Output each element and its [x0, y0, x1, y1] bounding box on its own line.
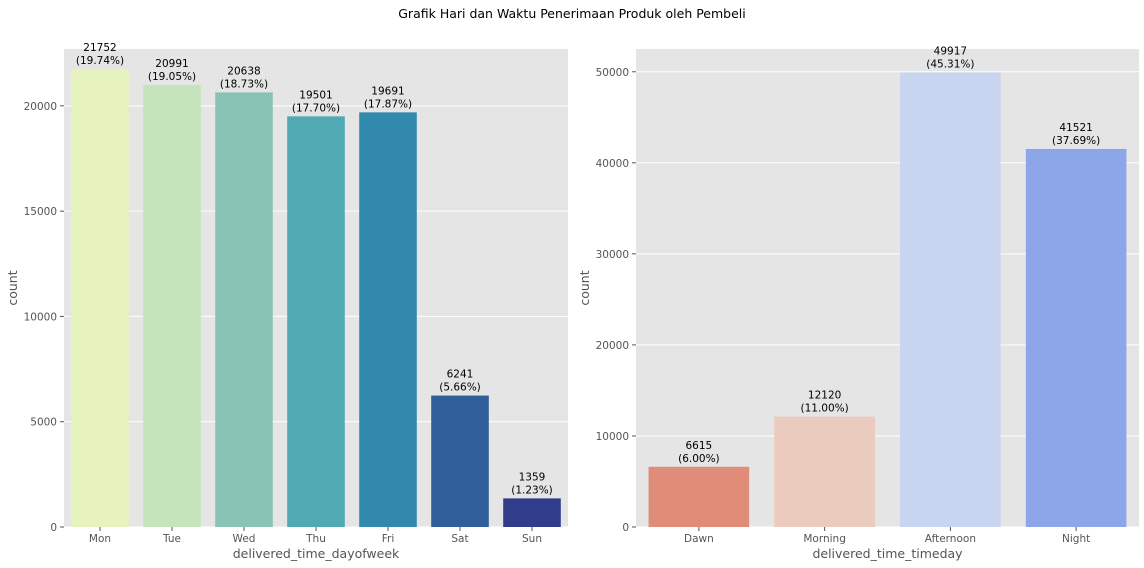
dayofweek-xtick-label: Fri	[382, 533, 395, 545]
timeday-xtick-label: Dawn	[684, 533, 714, 545]
timeday-xtick-label: Morning	[803, 533, 846, 545]
dayofweek-bar-count-label: 6241	[447, 369, 474, 381]
dayofweek-bar-count-label: 1359	[519, 471, 546, 483]
timeday-xtick-label: Afternoon	[925, 533, 976, 545]
timeday-bar-afternoon	[900, 72, 1001, 527]
dayofweek-xtick-label: Thu	[305, 533, 326, 545]
timeday-bar-count-label: 41521	[1059, 122, 1092, 134]
dayofweek-xaxis-label: delivered_time_dayofweek	[233, 546, 400, 561]
dayofweek-bar-thu	[287, 116, 345, 527]
timeday-panel: 0 10000 20000 30000 40000 50000 6615(6.00%) Daw…	[577, 46, 1139, 561]
timeday-xaxis-label: delivered_time_timeday	[812, 546, 963, 561]
timeday-bar-percent-label: (37.69%)	[1052, 135, 1100, 147]
dayofweek-bar-sat	[431, 395, 489, 527]
dayofweek-ytick-label: 15000	[24, 206, 57, 218]
timeday-bar-morning	[774, 416, 875, 527]
dayofweek-ytick-label: 5000	[30, 417, 57, 429]
timeday-ytick-label: 20000	[596, 340, 629, 352]
dayofweek-bar-count-label: 19691	[371, 85, 404, 97]
timeday-ytick-label: 30000	[596, 249, 629, 261]
timeday-bar-count-label: 49917	[934, 46, 967, 58]
figure-title: Grafik Hari dan Waktu Penerimaan Produk …	[398, 6, 746, 21]
timeday-bar-percent-label: (11.00%)	[801, 403, 849, 415]
dayofweek-bar-percent-label: (19.05%)	[148, 71, 196, 83]
dayofweek-bar-count-label: 20638	[227, 65, 260, 77]
timeday-ytick-label: 50000	[596, 67, 629, 79]
timeday-bar-count-label: 12120	[808, 390, 841, 402]
dayofweek-xtick-label: Tue	[162, 533, 181, 545]
timeday-ytick-label: 0	[622, 522, 629, 534]
timeday-bar-count-label: 6615	[686, 440, 713, 452]
dayofweek-bar-percent-label: (19.74%)	[76, 55, 124, 67]
timeday-xtick-label: Night	[1062, 533, 1090, 545]
dayofweek-bar-count-label: 21752	[83, 42, 116, 54]
dayofweek-ytick-label: 0	[50, 522, 57, 534]
timeday-ytick-label: 10000	[596, 431, 629, 443]
dayofweek-bar-fri	[359, 112, 417, 527]
timeday-bar-dawn	[648, 466, 750, 527]
dayofweek-bar-percent-label: (17.87%)	[364, 98, 412, 110]
dayofweek-bar-count-label: 19501	[299, 89, 332, 101]
dayofweek-bar-count-label: 20991	[155, 58, 188, 70]
dayofweek-bar-mon	[71, 68, 129, 528]
timeday-bar-night	[1025, 148, 1127, 527]
timeday-ytick-label: 40000	[596, 158, 629, 170]
dayofweek-xtick-label: Sat	[451, 533, 468, 545]
dayofweek-ytick-label: 10000	[24, 311, 57, 323]
dayofweek-bar-wed	[215, 92, 273, 527]
dayofweek-yaxis-label: count	[5, 270, 20, 305]
dayofweek-bar-percent-label: (1.23%)	[511, 484, 553, 496]
dayofweek-xtick-label: Mon	[89, 533, 111, 545]
dayofweek-xtick-label: Sun	[522, 533, 542, 545]
dayofweek-xtick-label: Wed	[233, 533, 256, 545]
timeday-bar-percent-label: (6.00%)	[678, 453, 720, 465]
dayofweek-ytick-label: 20000	[24, 101, 57, 113]
dayofweek-bar-tue	[143, 84, 201, 527]
dayofweek-bar-sun	[503, 498, 561, 527]
dayofweek-panel: 0 5000 10000 15000 20000 21752(19.74%) Mon 2099…	[5, 42, 568, 561]
dayofweek-bar-percent-label: (18.73%)	[220, 78, 268, 90]
dayofweek-bar-percent-label: (5.66%)	[439, 382, 481, 394]
dayofweek-bar-percent-label: (17.70%)	[292, 102, 340, 114]
timeday-bar-percent-label: (45.31%)	[926, 59, 974, 71]
timeday-yaxis-label: count	[577, 270, 592, 305]
